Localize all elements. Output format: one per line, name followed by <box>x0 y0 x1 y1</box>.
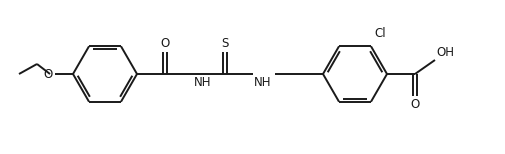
Text: OH: OH <box>435 46 453 59</box>
Text: O: O <box>160 37 169 50</box>
Text: O: O <box>410 98 419 111</box>
Text: NH: NH <box>254 76 271 89</box>
Text: S: S <box>221 37 228 50</box>
Text: Cl: Cl <box>373 27 385 40</box>
Text: NH: NH <box>193 76 211 89</box>
Text: O: O <box>43 67 53 81</box>
